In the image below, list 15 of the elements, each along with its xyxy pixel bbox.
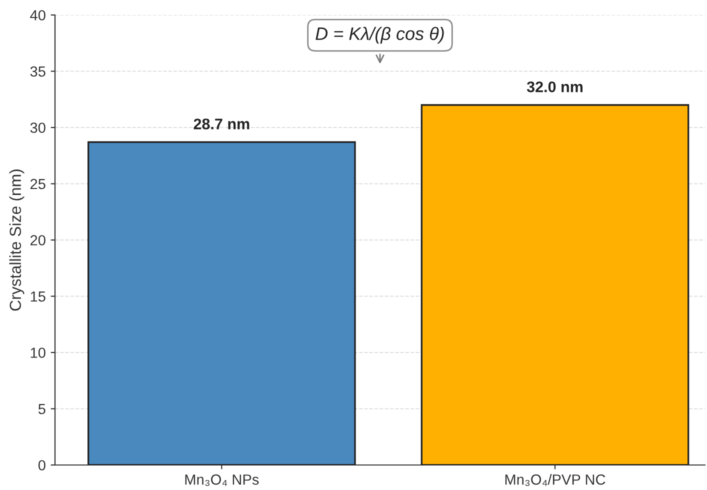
y-tick-label: 15	[30, 292, 46, 302]
x-tick-label: Mn₃O₄/PVP NC	[505, 474, 606, 486]
y-tick-label: 40	[30, 10, 46, 20]
annotation: D = Kλ/(β cos θ)	[316, 26, 444, 44]
y-tick-label: 30	[30, 122, 46, 133]
data-label: 32.0 nm	[526, 81, 583, 92]
y-tick-label: 25	[30, 178, 46, 190]
y-tick-label: 20	[30, 235, 46, 246]
y-tick-label: 10	[30, 348, 46, 358]
x-tick-label: Mn₃O₄ NPs	[185, 474, 259, 486]
data-label: 28.7 nm	[194, 118, 250, 130]
y-tick-label: 5	[38, 404, 46, 414]
y-axis-title: Crystallite Size (nm)	[9, 170, 24, 311]
y-tick-label: 35	[30, 66, 46, 77]
y-tick-label: 0	[38, 460, 46, 470]
